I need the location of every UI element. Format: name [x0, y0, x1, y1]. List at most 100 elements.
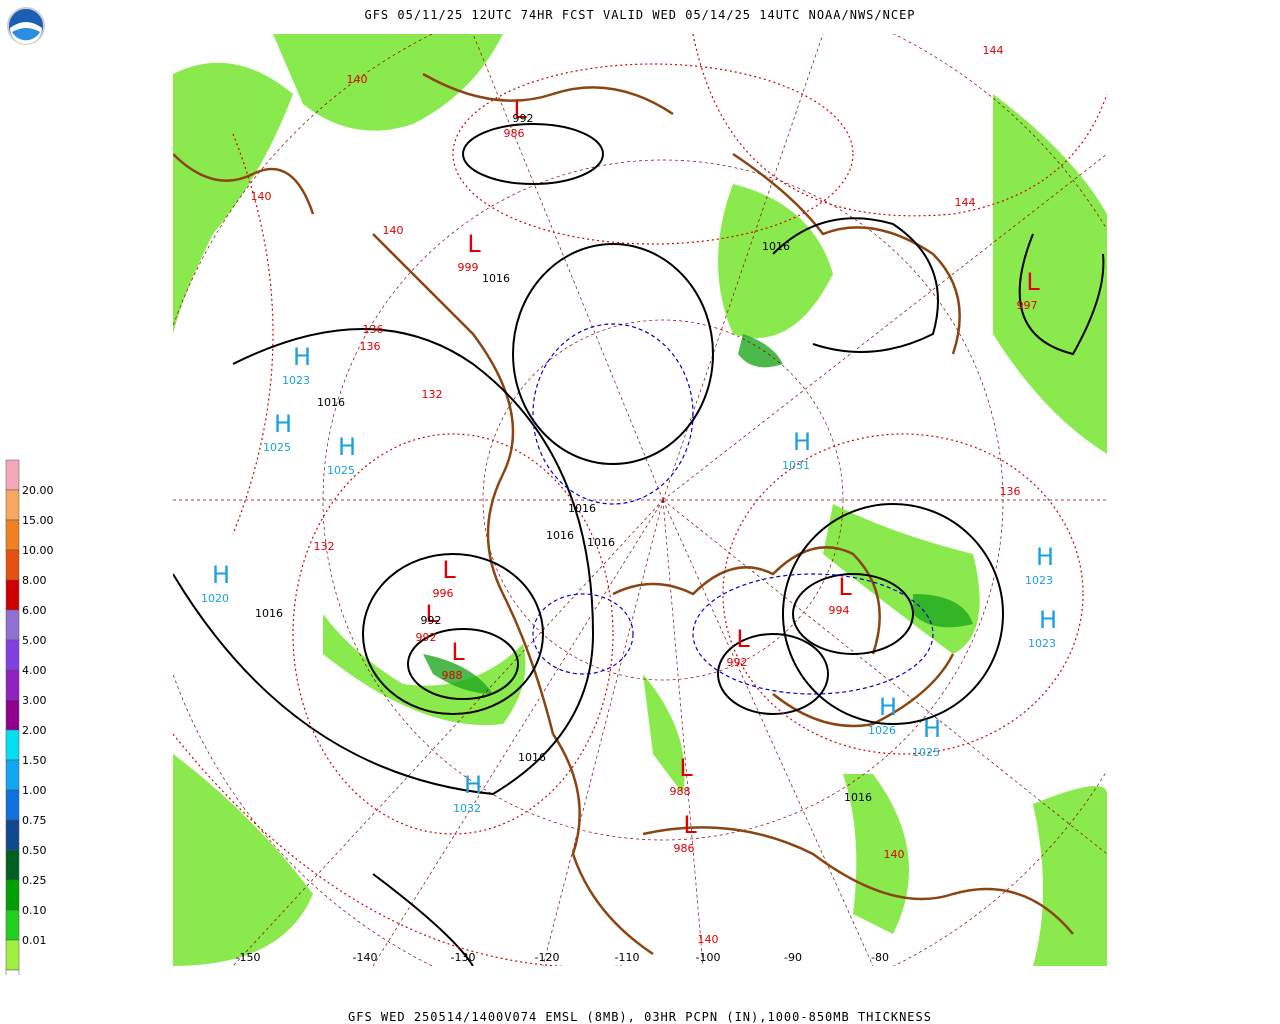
- legend-swatch: [5, 879, 20, 911]
- legend-label: 0.50: [22, 844, 47, 857]
- pressure-center-symbol: L: [451, 638, 465, 666]
- longitude-label: -150: [236, 951, 261, 964]
- legend-label: 2.00: [22, 724, 47, 737]
- pressure-center-value: 1025: [327, 464, 355, 477]
- legend-label: 20.00: [22, 484, 54, 497]
- legend-label: 0.25: [22, 874, 47, 887]
- pressure-center-symbol: L: [736, 625, 750, 653]
- legend-swatch: [5, 849, 20, 881]
- pressure-center-symbol: L: [679, 754, 693, 782]
- pressure-center-symbol: H: [338, 433, 356, 461]
- legend-swatch: [5, 669, 20, 701]
- map: H 1023 H 1025 H 1025 H 1020 H 1032 H 1031 H 1023 H 1023…: [173, 34, 1107, 966]
- longitude-label: -140: [353, 951, 378, 964]
- pressure-center-value: 1031: [782, 459, 810, 472]
- pressure-center-value: 999: [458, 261, 479, 274]
- pressure-center-value: 1025: [263, 441, 291, 454]
- pressure-center-value: 1023: [1025, 574, 1053, 587]
- thickness-label: 140: [347, 73, 368, 86]
- legend-label: 6.00: [22, 604, 47, 617]
- pressure-center-value: 986: [674, 842, 695, 855]
- isobar-label: 992: [513, 112, 534, 125]
- isobar-label: 1016: [518, 751, 546, 764]
- pressure-center-symbol: L: [425, 600, 439, 628]
- header-title: GFS 05/11/25 12UTC 74HR FCST VALID WED 0…: [364, 8, 916, 22]
- legend-swatch: [5, 459, 20, 491]
- pressure-center-value: 1026: [868, 724, 896, 737]
- pressure-center-symbol: H: [293, 343, 311, 371]
- legend-swatch: [5, 939, 20, 971]
- pressure-center-symbol: H: [274, 410, 292, 438]
- longitude-label: -120: [535, 951, 560, 964]
- legend-label: 3.00: [22, 694, 47, 707]
- longitude-label: -110: [615, 951, 640, 964]
- pressure-center-symbol: H: [879, 693, 897, 721]
- thickness-label: 140: [884, 848, 905, 861]
- pressure-center-symbol: H: [1039, 606, 1057, 634]
- pressure-center-symbol: H: [464, 771, 482, 799]
- legend-swatch: [5, 489, 20, 521]
- isobar-label: 1016: [255, 607, 283, 620]
- pressure-center-symbol: H: [793, 428, 811, 456]
- legend-label: 0.01: [22, 934, 47, 947]
- pressure-center-symbol: L: [513, 96, 527, 124]
- legend-swatch: [5, 579, 20, 611]
- thickness-label: 140: [698, 933, 719, 946]
- legend-swatch: [5, 549, 20, 581]
- legend-label: 4.00: [22, 664, 47, 677]
- pressure-center-value: 988: [670, 785, 691, 798]
- thickness-label: 144: [955, 196, 976, 209]
- legend-label: 1.50: [22, 754, 47, 767]
- pressure-center-symbol: L: [1026, 268, 1040, 296]
- longitude-label: -80: [871, 951, 889, 964]
- thickness-label: 140: [251, 190, 272, 203]
- noaa-logo: [7, 7, 45, 45]
- precip-legend: 20.00 15.00 10.00 8.00 6.00 5.00 4.00 3.00 2.00 1…: [5, 459, 54, 975]
- thickness-label: 136: [363, 323, 384, 336]
- thickness-label: 140: [383, 224, 404, 237]
- pressure-center-symbol: H: [923, 715, 941, 743]
- isobar-label: 1016: [317, 396, 345, 409]
- pressure-center-value: 1032: [453, 802, 481, 815]
- pressure-center-value: 1025: [912, 746, 940, 759]
- longitude-label: -100: [696, 951, 721, 964]
- legend-label: 8.00: [22, 574, 47, 587]
- pressure-center-value: 997: [1017, 299, 1038, 312]
- pressure-center-value: 1023: [282, 374, 310, 387]
- pressure-center-value: 992: [416, 631, 437, 644]
- thickness-label: 136: [360, 340, 381, 353]
- pressure-center-symbol: H: [212, 561, 230, 589]
- pressure-center-value: 994: [829, 604, 850, 617]
- legend-label: 5.00: [22, 634, 47, 647]
- pressure-center-value: 992: [727, 656, 748, 669]
- pressure-center-value: 988: [442, 669, 463, 682]
- legend-swatch: [5, 729, 20, 761]
- legend-label: 1.00: [22, 784, 47, 797]
- thickness-label: 136: [1000, 485, 1021, 498]
- pressure-center-value: 986: [504, 127, 525, 140]
- pressure-center-symbol: L: [838, 573, 852, 601]
- pressure-center-symbol: H: [1036, 543, 1054, 571]
- pressure-center-value: 1023: [1028, 637, 1056, 650]
- isobar-label: 1016: [568, 502, 596, 515]
- legend-label: 15.00: [22, 514, 54, 527]
- legend-swatch: [5, 819, 20, 851]
- isobar-label: 1016: [546, 529, 574, 542]
- pressure-center-value: 1020: [201, 592, 229, 605]
- thickness-label: 132: [422, 388, 443, 401]
- legend-swatch: [5, 609, 20, 641]
- isobar-label: 1016: [844, 791, 872, 804]
- pressure-center-symbol: L: [467, 230, 481, 258]
- legend-swatch: [5, 759, 20, 791]
- legend-label: 0.75: [22, 814, 47, 827]
- legend-swatch: [5, 639, 20, 671]
- legend-swatch: [5, 909, 20, 941]
- legend-label: 10.00: [22, 544, 54, 557]
- longitude-label: -130: [451, 951, 476, 964]
- legend-label: 0.10: [22, 904, 47, 917]
- legend-swatch: [5, 789, 20, 821]
- isobar-label: 992: [421, 614, 442, 627]
- footer-text: GFS WED 250514/1400V074 EMSL (8MB), 03HR…: [348, 1010, 932, 1024]
- isobar-label: 1016: [587, 536, 615, 549]
